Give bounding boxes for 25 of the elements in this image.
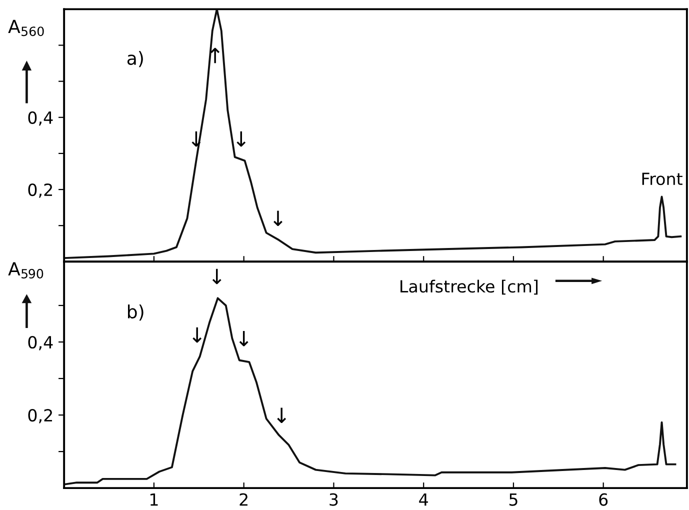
x-tick-label: 5 [509, 493, 518, 506]
annotation: b) [128, 304, 144, 321]
annotation: ↓ [239, 331, 248, 346]
annotation: ↓ [236, 131, 246, 147]
annotation: ↓ [277, 408, 286, 423]
annotation: ↓ [212, 268, 222, 284]
line-series [64, 9, 682, 260]
annotation: ↑ [210, 48, 220, 64]
x-tick-label: 1 [150, 493, 158, 506]
annotation: a) [127, 51, 143, 68]
y-axis-title: A$_{560}$ [8, 20, 44, 36]
annotation: ↓ [192, 327, 202, 343]
y-tick-label: 0,4 [28, 336, 53, 350]
y-tick-label: 0,2 [28, 183, 52, 198]
x-tick-label: 4 [419, 493, 428, 506]
x-tick-label: 3 [330, 493, 338, 506]
x-axis-title: Laufstrecke [cm] [400, 280, 538, 295]
x-tick-label: 2 [240, 493, 248, 506]
y-axis-title: A$_{590}$ [8, 262, 44, 278]
annotation: ↓ [274, 210, 282, 226]
x-tick-label: 6 [599, 493, 608, 506]
y-tick-label: 0,2 [28, 408, 52, 424]
y-tick-label: 0,4 [28, 111, 53, 126]
line-series [64, 297, 676, 486]
annotation: Front [642, 172, 682, 186]
